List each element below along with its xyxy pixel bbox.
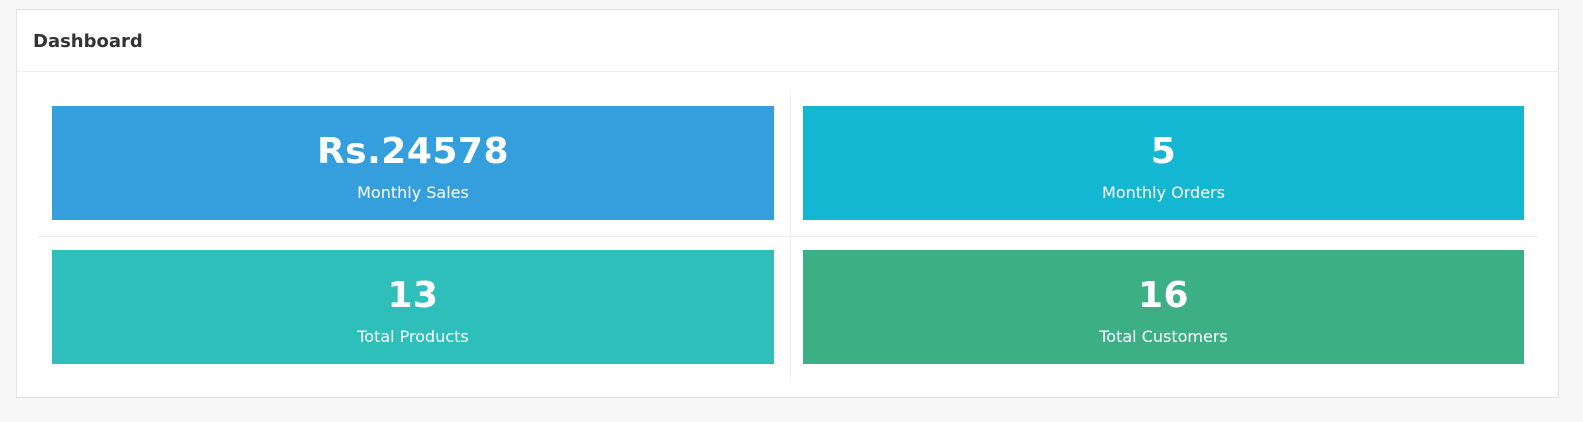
total-products-card: 13 Total Products — [52, 250, 774, 364]
total-products-label: Total Products — [357, 327, 469, 346]
monthly-sales-card: Rs.24578 Monthly Sales — [52, 106, 774, 220]
monthly-orders-value: 5 — [1150, 131, 1177, 172]
total-customers-value: 16 — [1137, 275, 1190, 316]
monthly-sales-value: Rs.24578 — [316, 131, 510, 172]
total-customers-card: 16 Total Customers — [803, 250, 1524, 364]
panel-header: Dashboard — [17, 10, 1558, 72]
total-customers-label: Total Customers — [1099, 327, 1228, 346]
page-title: Dashboard — [33, 31, 143, 52]
monthly-sales-label: Monthly Sales — [357, 183, 469, 202]
dashboard-panel: Dashboard Rs.24578 Monthly Sales 5 Month… — [16, 9, 1559, 398]
monthly-orders-card: 5 Monthly Orders — [803, 106, 1524, 220]
grid-divider-horizontal — [37, 236, 1539, 237]
monthly-orders-label: Monthly Orders — [1102, 183, 1225, 202]
total-products-value: 13 — [387, 275, 439, 316]
